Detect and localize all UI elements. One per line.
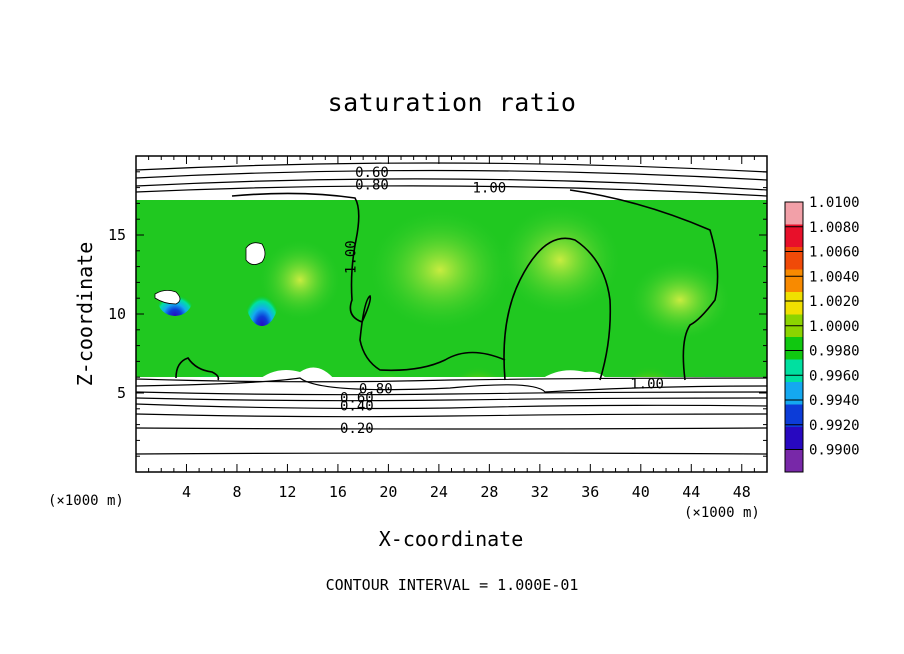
x-tick-label: 8	[232, 483, 241, 501]
y-axis-title: Z-coordinate	[73, 242, 97, 387]
colorbar-label: 1.0020	[809, 294, 860, 310]
contour-line	[136, 391, 767, 396]
contour-line	[136, 377, 767, 383]
colorbar-label: 0.9960	[809, 368, 860, 384]
x-tick-label: 40	[632, 483, 650, 501]
colorbar-swatch	[785, 292, 803, 315]
contour-line	[136, 162, 767, 173]
colorbar-swatch	[785, 427, 803, 450]
contour-line	[231, 192, 506, 372]
contour-line	[503, 237, 612, 381]
y-tick-label: 10	[108, 305, 126, 323]
x-axis-title: X-coordinate	[379, 527, 524, 551]
x-unit-left: (×1000 m)	[48, 493, 124, 509]
chart-title: saturation ratio	[327, 88, 577, 117]
x-tick-label: 48	[733, 483, 751, 501]
x-tick-label: 36	[581, 483, 599, 501]
contour-label: 1.00	[630, 377, 664, 393]
bright-patch	[260, 240, 340, 320]
saturation-field	[136, 156, 767, 472]
colorbar-swatch	[785, 269, 803, 292]
contour-line	[136, 169, 767, 181]
contour-line	[136, 377, 767, 393]
contour-line	[136, 427, 767, 430]
contour-line	[136, 397, 767, 402]
contour-line	[136, 403, 767, 410]
x-tick-label: 44	[682, 483, 700, 501]
lower-dry-region	[136, 377, 767, 472]
cold-blob	[246, 274, 278, 326]
colorbar-swatch	[785, 247, 803, 270]
colorbar-label: 0.9920	[809, 418, 860, 434]
x-tick-label: 4	[182, 483, 191, 501]
colorbar-swatch	[785, 404, 803, 427]
colorbar-swatch	[785, 337, 803, 360]
x-tick-label: 24	[430, 483, 448, 501]
contour-line	[136, 178, 767, 191]
colorbar-swatch	[785, 202, 803, 225]
colorbar-label: 1.0080	[809, 220, 860, 236]
contour-label: 0.20	[340, 421, 374, 437]
dry-spot	[154, 290, 181, 305]
y-tick-label: 15	[108, 226, 126, 244]
contour-lines	[136, 162, 767, 455]
colorbar-label: 0.9900	[809, 443, 860, 459]
contour-interval-note: CONTOUR INTERVAL = 1.000E-01	[325, 576, 579, 594]
x-tick-label: 20	[379, 483, 397, 501]
contour-label: 0.80	[359, 381, 393, 397]
dry-intrusion	[256, 367, 335, 382]
colorbar: 1.0100 1.0080 1.0060 1.0040 1.0020 1.0000 0.99…	[784, 195, 860, 473]
contour-line	[569, 189, 719, 381]
contour-label: 0.60	[340, 391, 374, 407]
colorbar-label: 0.9940	[809, 393, 860, 409]
contour-label: 1.00	[473, 181, 507, 197]
bright-patch	[500, 205, 620, 315]
contour-label: 1.00	[344, 240, 360, 274]
colorbar-swatch	[785, 224, 803, 247]
colorbar-label: 0.9980	[809, 344, 860, 360]
colorbar-swatch	[785, 449, 803, 472]
contour-line	[175, 357, 220, 381]
x-unit-right: (×1000 m)	[684, 505, 760, 521]
dry-spot	[245, 242, 266, 265]
contour-line	[136, 452, 767, 455]
y-tick-label: 5	[117, 384, 126, 402]
contour-line	[136, 185, 767, 197]
contour-labels: 0.600.80 1.001.000.800.600.400.201.00	[340, 165, 664, 437]
x-tick-label: 16	[329, 483, 347, 501]
contour-label: 0.80	[355, 177, 389, 193]
contour-label: 0.60	[355, 165, 389, 181]
colorbar-label: 1.0100	[809, 195, 860, 211]
x-tick-label: 28	[480, 483, 498, 501]
colorbar-swatch	[785, 382, 803, 405]
x-tick-label: 12	[278, 483, 296, 501]
bright-patch	[370, 210, 510, 330]
colorbar-label: 1.0000	[809, 319, 860, 335]
contour-label: 0.40	[340, 399, 374, 415]
x-tick-label: 32	[531, 483, 549, 501]
colorbar-label: 1.0040	[809, 269, 860, 285]
colorbar-label: 1.0060	[809, 245, 860, 261]
contour-line	[136, 413, 767, 418]
axis-ticks	[135, 155, 768, 473]
colorbar-swatch	[785, 359, 803, 382]
